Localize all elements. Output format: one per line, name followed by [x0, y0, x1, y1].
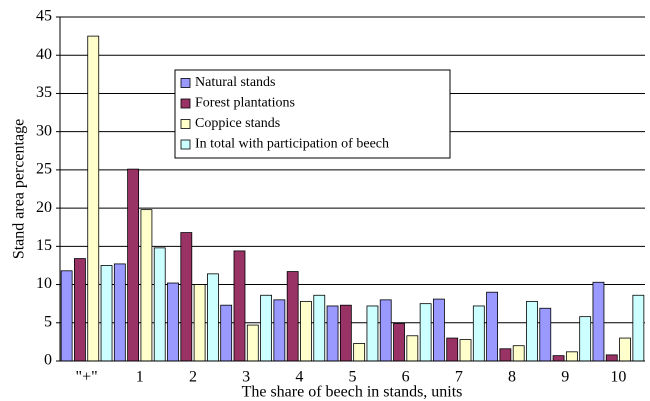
y-axis-label: Stand area percentage — [11, 119, 28, 259]
x-tick-label: 8 — [508, 369, 516, 386]
y-tick-label: 5 — [44, 313, 52, 330]
y-tick-label: 20 — [36, 199, 52, 216]
legend-swatch — [180, 119, 191, 129]
bar — [339, 304, 352, 362]
bar — [180, 232, 193, 362]
bar — [486, 291, 498, 362]
bar — [127, 168, 140, 362]
bar — [579, 316, 592, 362]
bar — [273, 299, 286, 362]
legend-box — [174, 69, 451, 159]
bar — [472, 305, 485, 362]
bar — [565, 351, 578, 362]
bar — [140, 209, 153, 362]
y-tick-label: 45 — [36, 8, 52, 25]
bar — [393, 323, 405, 362]
bar — [167, 282, 179, 362]
x-tick-label: 3 — [242, 369, 250, 386]
bar — [87, 35, 100, 362]
bar — [286, 271, 299, 362]
bar — [100, 265, 113, 362]
bar — [459, 339, 472, 362]
legend-swatch — [180, 139, 191, 150]
y-tick-label: 35 — [36, 84, 52, 101]
x-tick-label: 1 — [136, 369, 144, 386]
y-tick-label: 10 — [36, 275, 52, 292]
bar — [220, 304, 233, 362]
bar — [605, 354, 618, 362]
legend-swatch — [180, 98, 191, 109]
legend-label: Natural stands — [195, 75, 275, 90]
x-axis-label: The share of beech in stands, units — [242, 384, 463, 401]
x-tick-label: 2 — [189, 369, 197, 386]
bar — [313, 294, 326, 362]
bar — [207, 273, 219, 362]
x-tick-label: 10 — [610, 369, 626, 386]
legend-label: In total with participation of beech — [195, 137, 389, 152]
bar — [632, 294, 645, 362]
bar — [326, 305, 339, 362]
y-tick-label: 25 — [36, 161, 52, 178]
legend: Natural stands Forest plantations Coppice … — [174, 69, 451, 159]
bar — [246, 324, 259, 362]
legend-label: Coppice stands — [195, 116, 280, 131]
bar — [153, 247, 166, 362]
bar — [446, 337, 459, 362]
x-tick-label: 6 — [402, 369, 410, 386]
x-tick-label: 4 — [295, 369, 303, 386]
bar — [260, 294, 272, 362]
bar — [300, 300, 312, 362]
bar — [619, 337, 631, 362]
bar — [499, 348, 512, 362]
x-tick-label: "+" — [76, 369, 98, 386]
y-tick-label: 30 — [36, 122, 52, 139]
legend-label: Forest plantations — [195, 96, 295, 111]
y-tick-label: 40 — [36, 46, 52, 63]
x-tick-label: 7 — [455, 369, 463, 386]
bar — [353, 343, 366, 362]
bar — [512, 345, 525, 362]
bar — [433, 298, 445, 362]
bar — [379, 299, 392, 362]
bar — [406, 335, 419, 362]
bar — [526, 300, 538, 362]
bar — [539, 307, 552, 362]
bar — [113, 263, 126, 362]
legend-swatch — [180, 78, 191, 88]
bar — [74, 258, 86, 362]
x-tick-label: 5 — [349, 369, 357, 386]
bar — [366, 305, 379, 362]
bar — [552, 355, 565, 362]
bar — [60, 270, 73, 362]
x-tick-label: 9 — [561, 369, 569, 386]
bar — [419, 303, 432, 362]
bar — [193, 284, 206, 362]
bar — [233, 250, 246, 362]
y-tick-label: 15 — [36, 237, 52, 254]
bar — [592, 281, 605, 362]
y-tick-label: 0 — [44, 352, 52, 369]
